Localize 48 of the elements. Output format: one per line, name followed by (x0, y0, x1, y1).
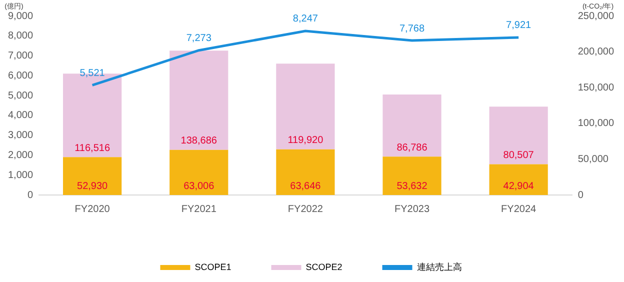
data-label: 7,273 (186, 33, 212, 44)
data-label: 7,921 (506, 20, 532, 32)
y2-tick-label: 100,000 (578, 118, 614, 130)
data-label: 63,646 (290, 180, 322, 192)
x-tick-label: FY2023 (394, 204, 430, 215)
y-tick-label: 0 (27, 190, 34, 201)
data-label: 5,521 (80, 68, 106, 79)
data-label: 52,930 (77, 180, 108, 192)
x-tick-label: FY2022 (288, 204, 324, 215)
y2-tick-label: 250,000 (578, 10, 614, 22)
data-label: 8,247 (292, 14, 318, 25)
bar (489, 106, 548, 164)
x-tick-label: FY2024 (501, 204, 537, 215)
data-label: 63,006 (184, 180, 215, 192)
bar (170, 50, 228, 150)
legend-label: 連結売上高 (416, 262, 462, 272)
bar (382, 94, 442, 157)
y2-tick-label: 50,000 (578, 154, 609, 165)
y-tick-label: 1,000 (8, 170, 34, 181)
y2-tick-label: 200,000 (578, 46, 614, 58)
bar (382, 156, 442, 195)
data-label: 7,768 (399, 23, 425, 34)
data-label: 42,904 (503, 180, 534, 192)
data-label: 116,516 (74, 142, 110, 154)
data-label: 138,686 (180, 136, 218, 147)
data-label: 119,920 (288, 135, 324, 146)
y-tick-label: 6,000 (8, 70, 34, 82)
y-tick-label: 7,000 (8, 50, 34, 62)
bar (170, 150, 228, 195)
x-tick-label: FY2021 (181, 204, 217, 215)
x-tick-label: FY2020 (74, 204, 110, 215)
bar (489, 164, 548, 195)
legend-label: SCOPE1 (194, 262, 232, 272)
data-label: 53,632 (396, 180, 428, 192)
bar (63, 157, 122, 195)
data-label: 86,786 (396, 142, 428, 154)
legend-label: SCOPE2 (306, 262, 342, 272)
y-tick-label: 4,000 (8, 110, 34, 122)
y-tick-label: 5,000 (8, 90, 34, 102)
y-tick-label: 3,000 (8, 130, 34, 142)
data-label: 80,507 (503, 150, 534, 162)
y-tick-label: 2,000 (8, 150, 34, 161)
y-tick-label: 8,000 (8, 30, 34, 42)
bar (276, 149, 335, 195)
y2-tick-label: 150,000 (578, 82, 614, 94)
bar (276, 64, 335, 150)
y2-tick-label: 0 (578, 190, 584, 201)
y-tick-label: 9,000 (8, 10, 34, 22)
